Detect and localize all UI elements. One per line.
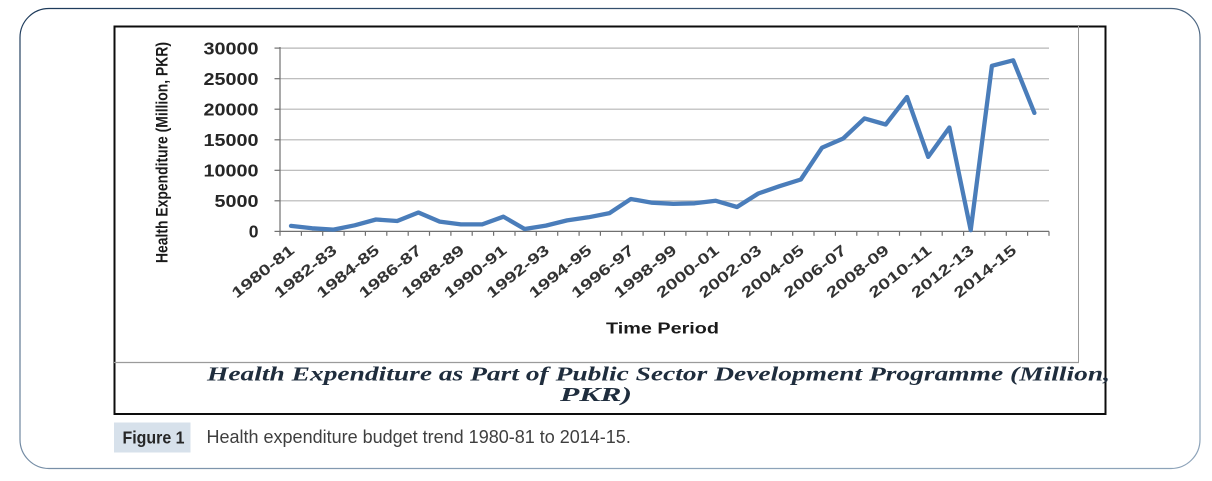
svg-text:15000: 15000 (204, 130, 259, 150)
svg-text:Health Expenditure as Part of: Health Expenditure as Part of Public Sec… (206, 364, 1110, 386)
svg-text:10000: 10000 (204, 161, 259, 181)
svg-text:Figure 1: Figure 1 (123, 428, 185, 448)
svg-text:20000: 20000 (204, 100, 259, 120)
svg-text:30000: 30000 (204, 38, 259, 58)
svg-text:PKR): PKR) (558, 384, 632, 406)
svg-text:25000: 25000 (204, 69, 259, 89)
svg-text:0: 0 (249, 222, 259, 242)
svg-text:Health Expenditure (Million, P: Health Expenditure (Million, PKR) (153, 42, 172, 263)
svg-text:Health expenditure budget tren: Health expenditure budget trend 1980-81 … (207, 427, 631, 447)
svg-text:5000: 5000 (215, 191, 259, 211)
svg-text:Time Period: Time Period (606, 321, 719, 338)
